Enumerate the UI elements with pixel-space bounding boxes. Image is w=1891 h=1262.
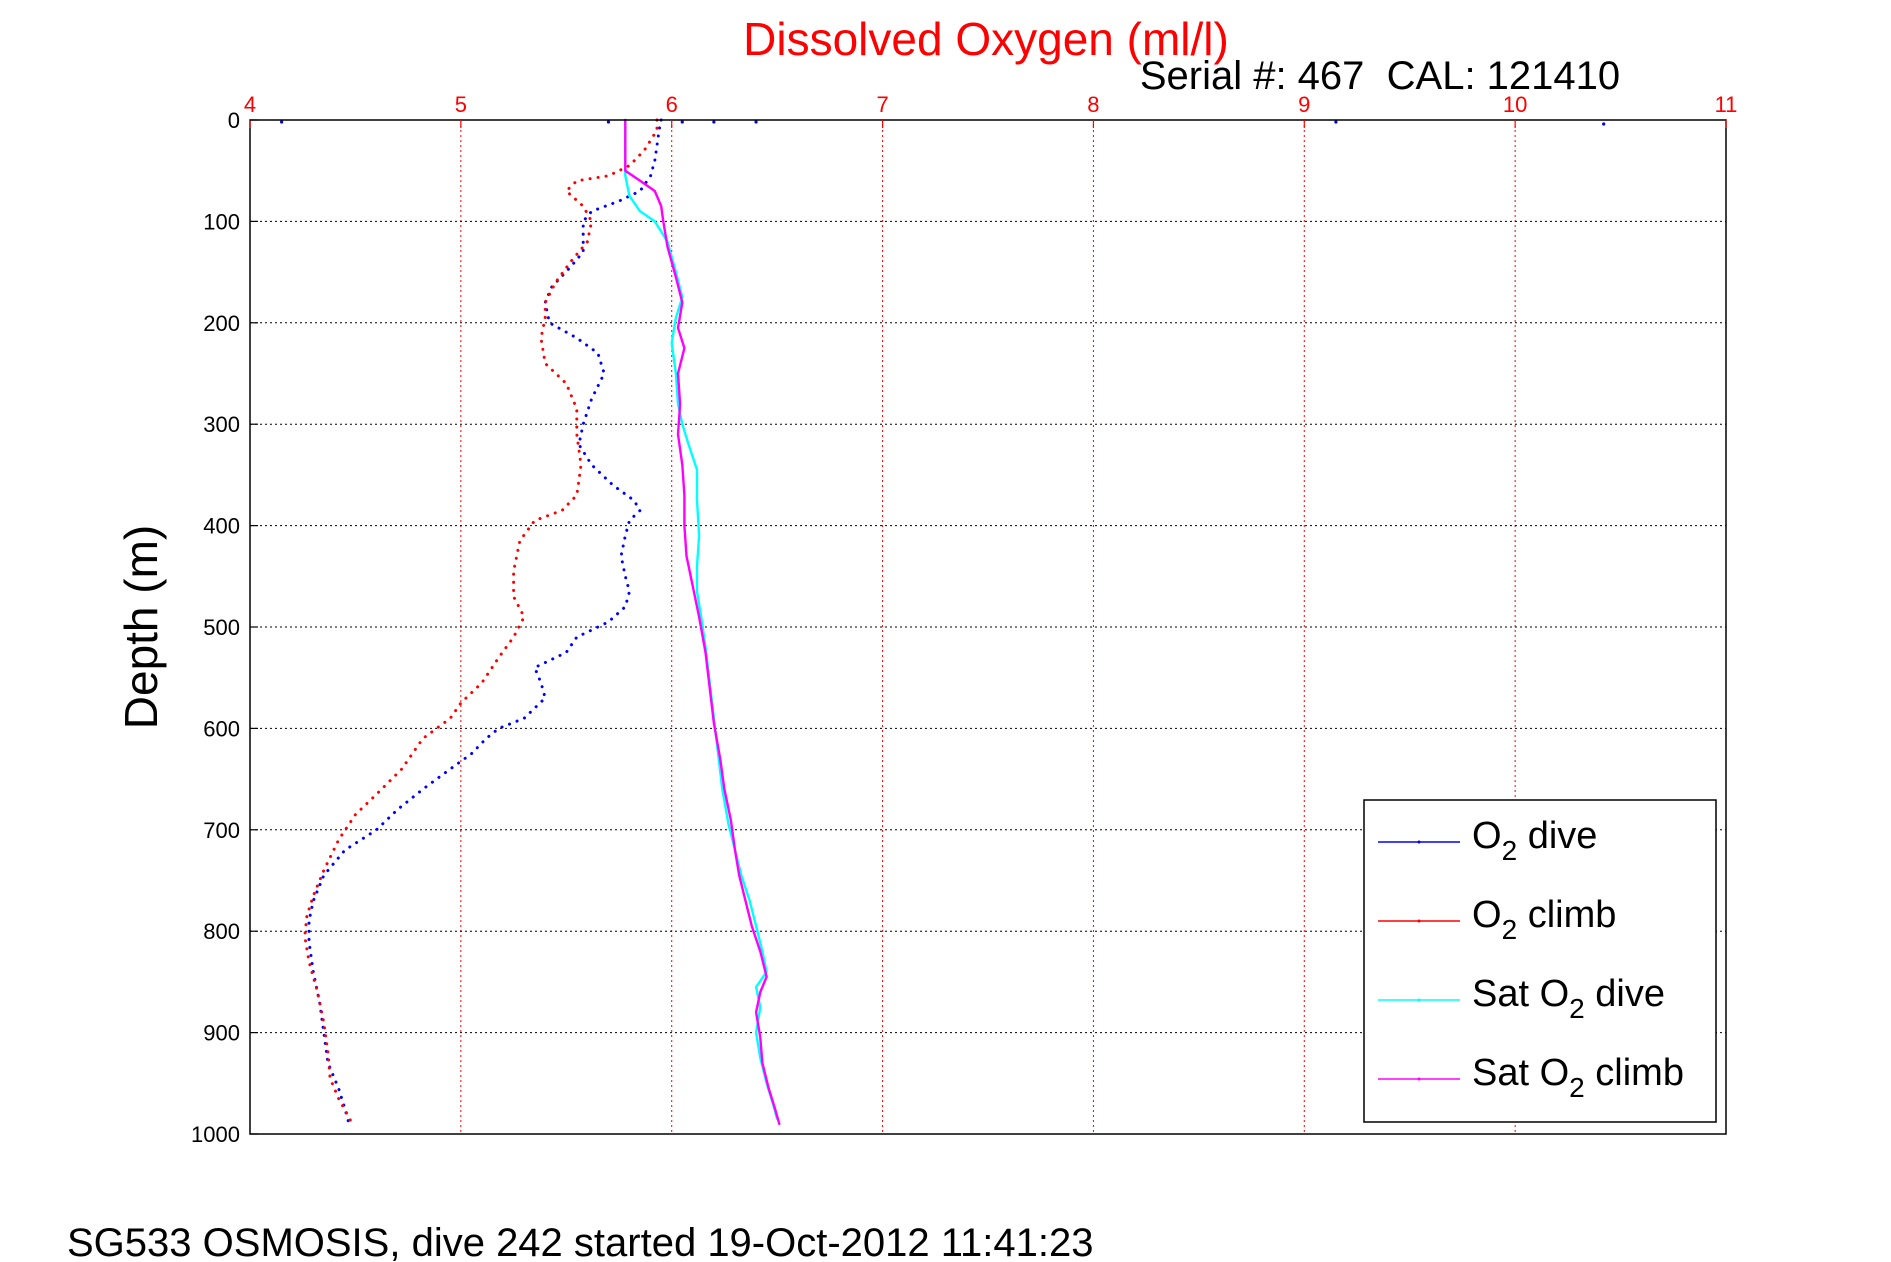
y-axis-label: Depth (m)	[115, 525, 167, 729]
outlier-point	[680, 120, 684, 124]
series-line-0	[307, 118, 663, 1126]
legend-marker	[1417, 919, 1421, 923]
series-line-1	[303, 118, 659, 1124]
y-tick-label: 300	[203, 412, 240, 437]
chart-subtitle: Serial #: 467 CAL: 121410	[1140, 54, 1620, 98]
tick-labels: 4 5 6 7 8 9 10 11 0 100 200 300 400 500 600 700 800 900 10…	[191, 92, 1737, 1147]
series-line-3	[624, 118, 781, 1126]
y-tick-label: 200	[203, 311, 240, 336]
x-tick-label: 7	[876, 92, 888, 117]
y-tick-label: 100	[203, 209, 240, 234]
x-tick-label: 6	[666, 92, 678, 117]
outlier-point	[606, 120, 611, 124]
series-line-2	[624, 118, 779, 1121]
legend-marker	[1417, 998, 1421, 1002]
legend-marker	[1417, 840, 1421, 844]
legend-box	[1363, 799, 1717, 1123]
y-tick-label: 500	[203, 615, 240, 640]
legend-label: O2 dive	[1472, 815, 1597, 866]
series-group	[280, 118, 1606, 1126]
x-tick-label: 4	[244, 92, 256, 117]
legend-label: O2 climb	[1472, 894, 1616, 945]
y-tick-label: 800	[203, 919, 240, 944]
chart-title: Dissolved Oxygen (ml/l)	[743, 13, 1229, 65]
x-tick-label: 10	[1503, 92, 1527, 117]
y-tick-label: 400	[203, 514, 240, 539]
y-tick-label: 600	[203, 716, 240, 741]
x-tick-label: 8	[1087, 92, 1099, 117]
x-tick-label: 5	[455, 92, 467, 117]
y-tick-label: 900	[203, 1021, 240, 1046]
outlier-point	[712, 120, 716, 124]
outlier-point	[1602, 122, 1606, 126]
x-tick-label: 9	[1298, 92, 1310, 117]
y-tick-label: 0	[228, 108, 240, 133]
legend-label: Sat O2 dive	[1472, 973, 1665, 1024]
legend: O2 dive O2 climb Sat O2 dive Sat O2 climb	[1363, 799, 1717, 1123]
outlier-point	[1334, 120, 1338, 124]
footer-caption: SG533 OSMOSIS, dive 242 started 19-Oct-2…	[67, 1221, 1094, 1262]
x-tick-label: 11	[1715, 92, 1738, 117]
y-tick-label: 700	[203, 818, 240, 843]
y-tick-label: 1000	[191, 1122, 240, 1147]
outlier-point	[280, 120, 284, 124]
legend-marker	[1417, 1077, 1421, 1081]
outlier-point	[754, 120, 758, 124]
legend-label: Sat O2 climb	[1472, 1052, 1684, 1103]
